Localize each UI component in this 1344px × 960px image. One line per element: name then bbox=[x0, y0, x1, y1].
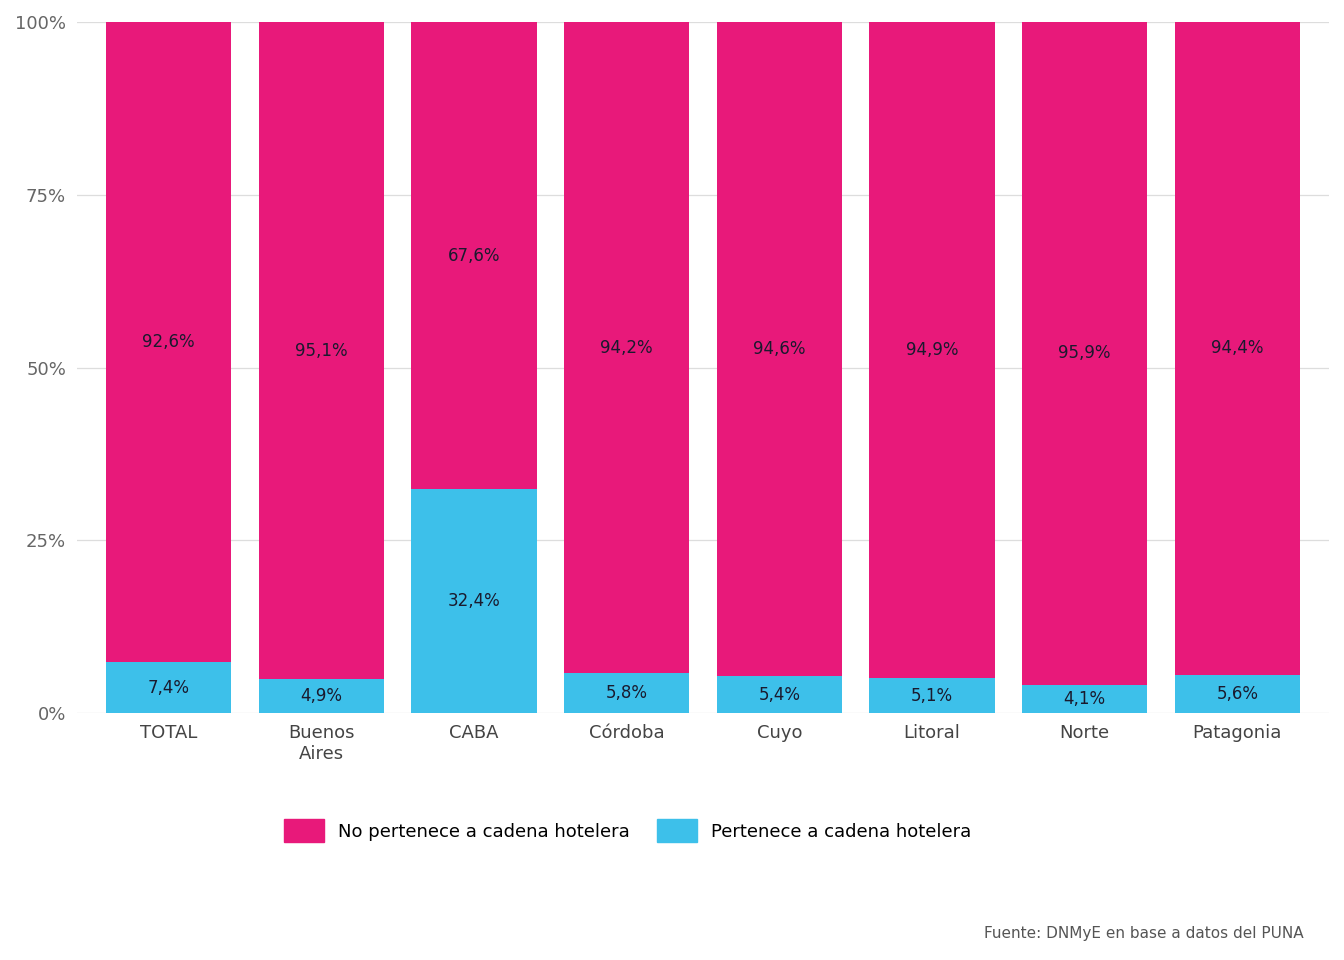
Bar bbox=[411, 22, 536, 490]
Bar bbox=[870, 678, 995, 713]
Bar bbox=[716, 676, 841, 713]
Text: 95,1%: 95,1% bbox=[296, 342, 348, 360]
Bar bbox=[1175, 22, 1300, 675]
Text: 94,6%: 94,6% bbox=[753, 340, 805, 358]
Text: 4,9%: 4,9% bbox=[300, 687, 343, 706]
Text: 5,8%: 5,8% bbox=[606, 684, 648, 702]
Bar bbox=[259, 680, 384, 713]
Bar bbox=[106, 22, 231, 662]
Text: 5,4%: 5,4% bbox=[758, 685, 801, 704]
Bar bbox=[564, 673, 689, 713]
Bar bbox=[564, 22, 689, 673]
Legend: No pertenece a cadena hotelera, Pertenece a cadena hotelera: No pertenece a cadena hotelera, Pertenec… bbox=[284, 819, 972, 842]
Bar bbox=[716, 22, 841, 676]
Text: 94,9%: 94,9% bbox=[906, 341, 958, 359]
Text: 67,6%: 67,6% bbox=[448, 247, 500, 265]
Text: 4,1%: 4,1% bbox=[1063, 690, 1106, 708]
Text: 5,6%: 5,6% bbox=[1216, 684, 1258, 703]
Text: 94,4%: 94,4% bbox=[1211, 339, 1263, 357]
Bar bbox=[106, 662, 231, 713]
Text: 5,1%: 5,1% bbox=[911, 686, 953, 705]
Text: 7,4%: 7,4% bbox=[148, 679, 190, 697]
Bar bbox=[1175, 675, 1300, 713]
Text: 94,2%: 94,2% bbox=[601, 339, 653, 356]
Bar bbox=[1023, 22, 1148, 684]
Text: 95,9%: 95,9% bbox=[1059, 345, 1111, 363]
Bar bbox=[870, 22, 995, 678]
Text: Fuente: DNMyE en base a datos del PUNA: Fuente: DNMyE en base a datos del PUNA bbox=[984, 925, 1304, 941]
Text: 92,6%: 92,6% bbox=[142, 333, 195, 351]
Bar bbox=[411, 490, 536, 713]
Bar bbox=[259, 22, 384, 680]
Text: 32,4%: 32,4% bbox=[448, 592, 500, 611]
Bar bbox=[1023, 684, 1148, 713]
